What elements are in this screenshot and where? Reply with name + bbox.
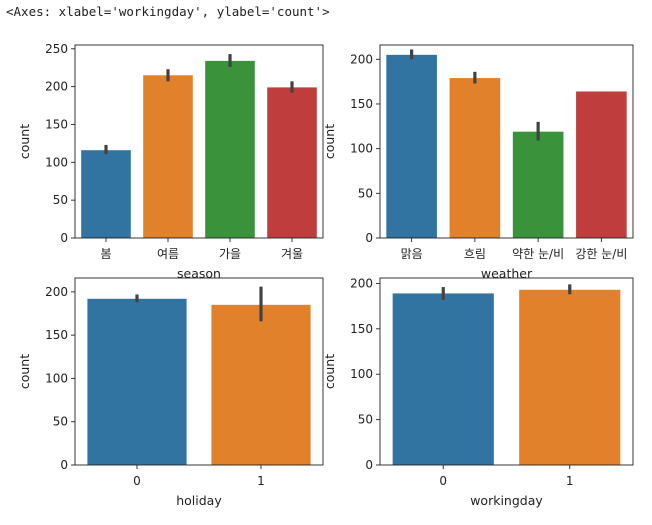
y-axis-label: count: [322, 124, 337, 159]
bar-weather-1: [449, 78, 501, 239]
x-axis-label: workingday: [470, 493, 543, 508]
y-tick-label: 0: [365, 231, 373, 245]
bar-season-1: [143, 75, 193, 239]
subplot-season: 0 50 100 150 200 250 봄 여름 가을 겨울 season count: [17, 42, 324, 281]
y-axis-label: count: [17, 124, 32, 159]
y-tick-label: 0: [60, 231, 68, 245]
y-tick-label: 100: [350, 142, 373, 156]
x-tick-label: 겨울: [281, 247, 303, 261]
bar-holiday-1: [211, 304, 311, 465]
y-tick-label: 250: [45, 42, 68, 56]
y-tick-label: 150: [45, 328, 68, 342]
x-tick-label: 0: [133, 474, 141, 488]
x-axis-label: holiday: [176, 493, 222, 508]
x-tick-label: 강한 눈/비: [575, 247, 627, 261]
bar-season-0: [81, 150, 131, 238]
y-tick-label: 150: [350, 322, 373, 336]
bar-workingday-1: [519, 289, 621, 465]
y-tick-label: 200: [350, 276, 373, 290]
y-axis-label: count: [322, 354, 337, 389]
bar-weather-2: [512, 131, 564, 238]
x-tick-label: 1: [257, 474, 265, 488]
y-tick-label: 50: [53, 193, 68, 207]
bar-holiday-0: [87, 298, 187, 465]
x-tick-label: 여름: [157, 247, 179, 261]
axes-frame-workingday: [379, 277, 634, 466]
y-tick-label: 50: [53, 415, 68, 429]
x-tick-label: 1: [566, 474, 574, 488]
x-tick-label: 흐림: [464, 247, 486, 261]
y-axis-label: count: [17, 354, 32, 389]
y-tick-label: 100: [45, 371, 68, 385]
y-tick-label: 100: [350, 367, 373, 381]
y-tick-label: 150: [45, 117, 68, 131]
x-tick-label: 0: [439, 474, 447, 488]
bar-season-2: [205, 60, 255, 238]
y-tick-label: 200: [45, 80, 68, 94]
y-tick-label: 150: [350, 97, 373, 111]
y-tick-label: 100: [45, 155, 68, 169]
subplot-weather: 0 50 100 150 200 맑음 흐림 약한 눈/비 강한 눈/비 weather count: [322, 44, 634, 281]
bar-weather-3: [576, 91, 627, 239]
axes-repr-output: <Axes: xlabel='workingday', ylabel='coun…: [6, 4, 330, 19]
y-tick-label: 50: [358, 413, 373, 427]
y-tick-label: 200: [45, 285, 68, 299]
bar-weather-0: [386, 54, 437, 238]
x-axis-label: weather: [481, 266, 533, 281]
y-tick-label: 0: [60, 458, 68, 472]
x-tick-label: 가을: [219, 247, 241, 261]
axes-frame-holiday: [74, 277, 324, 466]
axes-frame-season: [74, 44, 324, 239]
x-tick-label: 약한 눈/비: [512, 246, 564, 261]
y-tick-label: 50: [358, 186, 373, 200]
axes-frame-weather: [379, 44, 634, 239]
x-tick-label: 맑음: [401, 247, 423, 261]
subplot-workingday: 0 50 100 150 200 0 1 workingday count: [322, 276, 634, 508]
bar-season-3: [267, 87, 317, 239]
bar-workingday-0: [392, 293, 494, 465]
y-tick-label: 0: [365, 458, 373, 472]
y-tick-label: 200: [350, 52, 373, 66]
x-axis-label: season: [177, 266, 221, 281]
subplot-holiday: 0 50 100 150 200 0 1 holiday count: [17, 277, 324, 508]
x-tick-label: 봄: [100, 247, 111, 261]
